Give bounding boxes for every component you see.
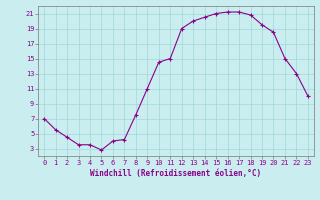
X-axis label: Windchill (Refroidissement éolien,°C): Windchill (Refroidissement éolien,°C) bbox=[91, 169, 261, 178]
